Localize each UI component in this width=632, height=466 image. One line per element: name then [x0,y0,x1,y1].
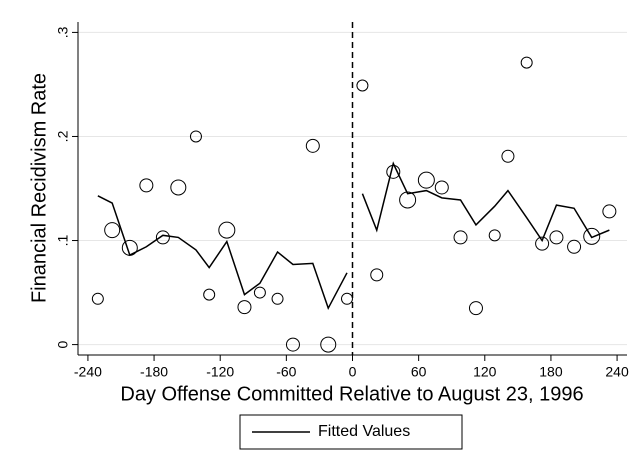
x-tick-label: 0 [349,364,357,380]
y-tick-label: 0 [55,340,71,348]
point [370,268,384,282]
point [305,138,320,153]
point [520,56,533,69]
point [501,149,515,163]
x-tick-label: -60 [276,364,296,380]
point [417,171,435,189]
x-tick-label: 180 [539,364,563,380]
point [399,191,417,209]
x-tick-label: 240 [605,364,629,380]
point [583,227,601,245]
point [189,130,202,143]
point [320,336,337,353]
y-tick-label: .2 [55,130,71,142]
y-axis-title: Financial Recidivism Rate [28,73,50,303]
y-tick-label: .1 [55,234,71,246]
legend-label: Fitted Values [318,423,410,440]
point [237,300,252,315]
x-tick-label: -240 [74,364,102,380]
x-tick-label: 120 [473,364,497,380]
point [203,288,216,301]
x-axis-title: Day Offense Committed Relative to August… [120,383,583,405]
point [356,79,369,92]
point [453,230,468,245]
point [104,222,121,239]
x-tick-label: -120 [206,364,234,380]
point [340,292,353,305]
point [91,292,104,305]
point [271,292,284,305]
fitted-line [97,195,348,311]
point [434,180,449,195]
point [602,204,617,219]
point [139,178,154,193]
point [488,229,501,242]
point [549,230,564,245]
point [535,236,550,251]
x-tick-label: -180 [140,364,168,380]
fitted-line [361,161,610,243]
point [567,239,582,254]
y-tick-label: .3 [55,26,71,38]
point [253,286,266,299]
point [468,301,483,316]
point [218,221,236,239]
point [285,337,300,352]
point [170,179,187,196]
x-tick-label: 60 [411,364,427,380]
point [155,230,170,245]
